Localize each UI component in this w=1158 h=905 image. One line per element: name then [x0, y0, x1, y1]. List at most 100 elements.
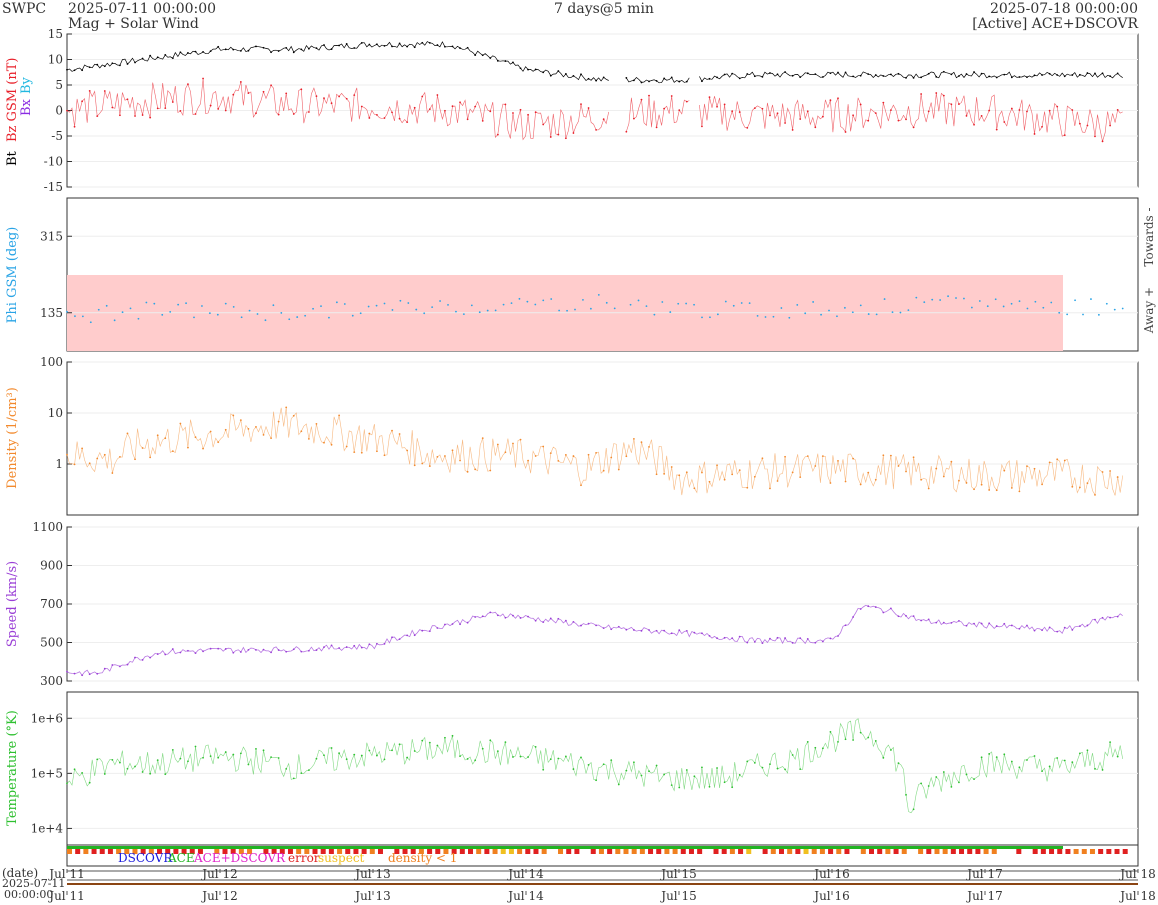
series-line-bt: [66, 41, 1123, 84]
status-mark: [991, 849, 997, 854]
data-point: [328, 316, 330, 319]
status-mark: [296, 849, 302, 854]
data-point: [111, 62, 114, 65]
data-point: [542, 621, 545, 624]
status-mark: [795, 849, 801, 854]
status-mark: [361, 849, 367, 854]
data-point: [915, 296, 918, 299]
data-point: [111, 472, 114, 474]
data-point: [1109, 75, 1112, 78]
data-point: [179, 110, 182, 112]
data-point: [73, 69, 76, 72]
data-point: [1109, 741, 1112, 744]
data-point: [550, 298, 553, 300]
data-point: [965, 114, 968, 117]
data-point: [875, 313, 878, 316]
data-point: [451, 623, 454, 625]
data-point: [534, 111, 537, 114]
data-point: [1116, 108, 1119, 111]
data-point: [307, 47, 310, 50]
y-tick-label: 1e+4: [31, 821, 64, 835]
data-point: [413, 46, 416, 49]
data-point: [905, 118, 907, 121]
data-point: [413, 634, 416, 637]
span-label: 7 days@5 min: [554, 1, 654, 17]
density-panel: 100 10 1 Density (1/cm³): [5, 355, 1139, 516]
data-point: [595, 128, 598, 131]
status-mark: [345, 849, 351, 854]
data-point: [217, 441, 220, 444]
data-point: [255, 112, 257, 115]
data-point: [678, 786, 681, 789]
data-point: [1048, 626, 1051, 629]
data-point: [653, 313, 656, 316]
data-point: [829, 637, 832, 640]
data-point: [829, 99, 832, 102]
data-point: [391, 309, 394, 311]
data-point: [587, 77, 590, 80]
y-tick-label: 5: [55, 78, 63, 92]
data-point: [806, 110, 809, 113]
data-point: [882, 611, 885, 614]
data-point: [474, 105, 477, 108]
data-point: [701, 316, 703, 319]
data-point: [617, 468, 620, 471]
data-point: [1003, 73, 1006, 76]
data-point: [574, 308, 576, 311]
data-point: [201, 305, 203, 307]
data-point: [663, 107, 666, 110]
status-mark: [124, 849, 130, 854]
data-point: [89, 321, 92, 324]
data-point: [633, 437, 635, 440]
x-tick-label: Jul 11: [47, 889, 84, 903]
data-point: [455, 310, 457, 313]
data-point: [323, 44, 325, 46]
status-mark: [770, 849, 776, 854]
data-point: [202, 447, 204, 450]
data-point: [814, 746, 817, 749]
data-point: [1010, 76, 1013, 79]
data-point: [1010, 760, 1013, 763]
status-mark: [1049, 849, 1055, 854]
data-point: [431, 306, 434, 309]
data-point: [345, 97, 348, 100]
data-point: [466, 46, 469, 49]
data-point: [685, 471, 688, 474]
data-point: [566, 309, 568, 312]
data-point: [1033, 755, 1036, 757]
data-point: [1109, 124, 1112, 127]
data-point: [177, 303, 180, 306]
status-mark: [1089, 849, 1095, 854]
data-point: [343, 303, 346, 305]
data-point: [292, 414, 295, 417]
data-point: [232, 753, 235, 756]
data-point: [134, 61, 136, 64]
ace-bar: [67, 846, 1063, 849]
x-tick-label: Jul 12: [200, 867, 237, 881]
data-point: [323, 97, 325, 100]
temperature-ylabel: Temperature (°K): [5, 710, 20, 826]
data-point: [330, 48, 333, 50]
data-point: [572, 455, 575, 457]
data-point: [406, 121, 409, 124]
data-point: [1026, 307, 1029, 310]
data-point: [391, 749, 393, 752]
x-tick-label: Jul 15: [659, 867, 696, 881]
data-point: [670, 632, 673, 635]
data-point: [264, 319, 267, 322]
status-mark: [844, 849, 850, 854]
status-mark: [656, 849, 662, 854]
status-mark: [1073, 849, 1079, 854]
data-point: [829, 482, 832, 484]
status-mark: [263, 849, 269, 854]
data-point: [701, 471, 703, 474]
status-mark: [811, 849, 817, 854]
legend-ace-dscovr: ACE+DSCOVR: [193, 851, 286, 865]
data-point: [772, 315, 775, 318]
data-point: [708, 480, 711, 483]
data-point: [970, 306, 973, 309]
status-mark: [950, 849, 956, 854]
data-point: [935, 92, 938, 94]
data-point: [701, 632, 703, 635]
series-line-main: [66, 407, 1123, 496]
